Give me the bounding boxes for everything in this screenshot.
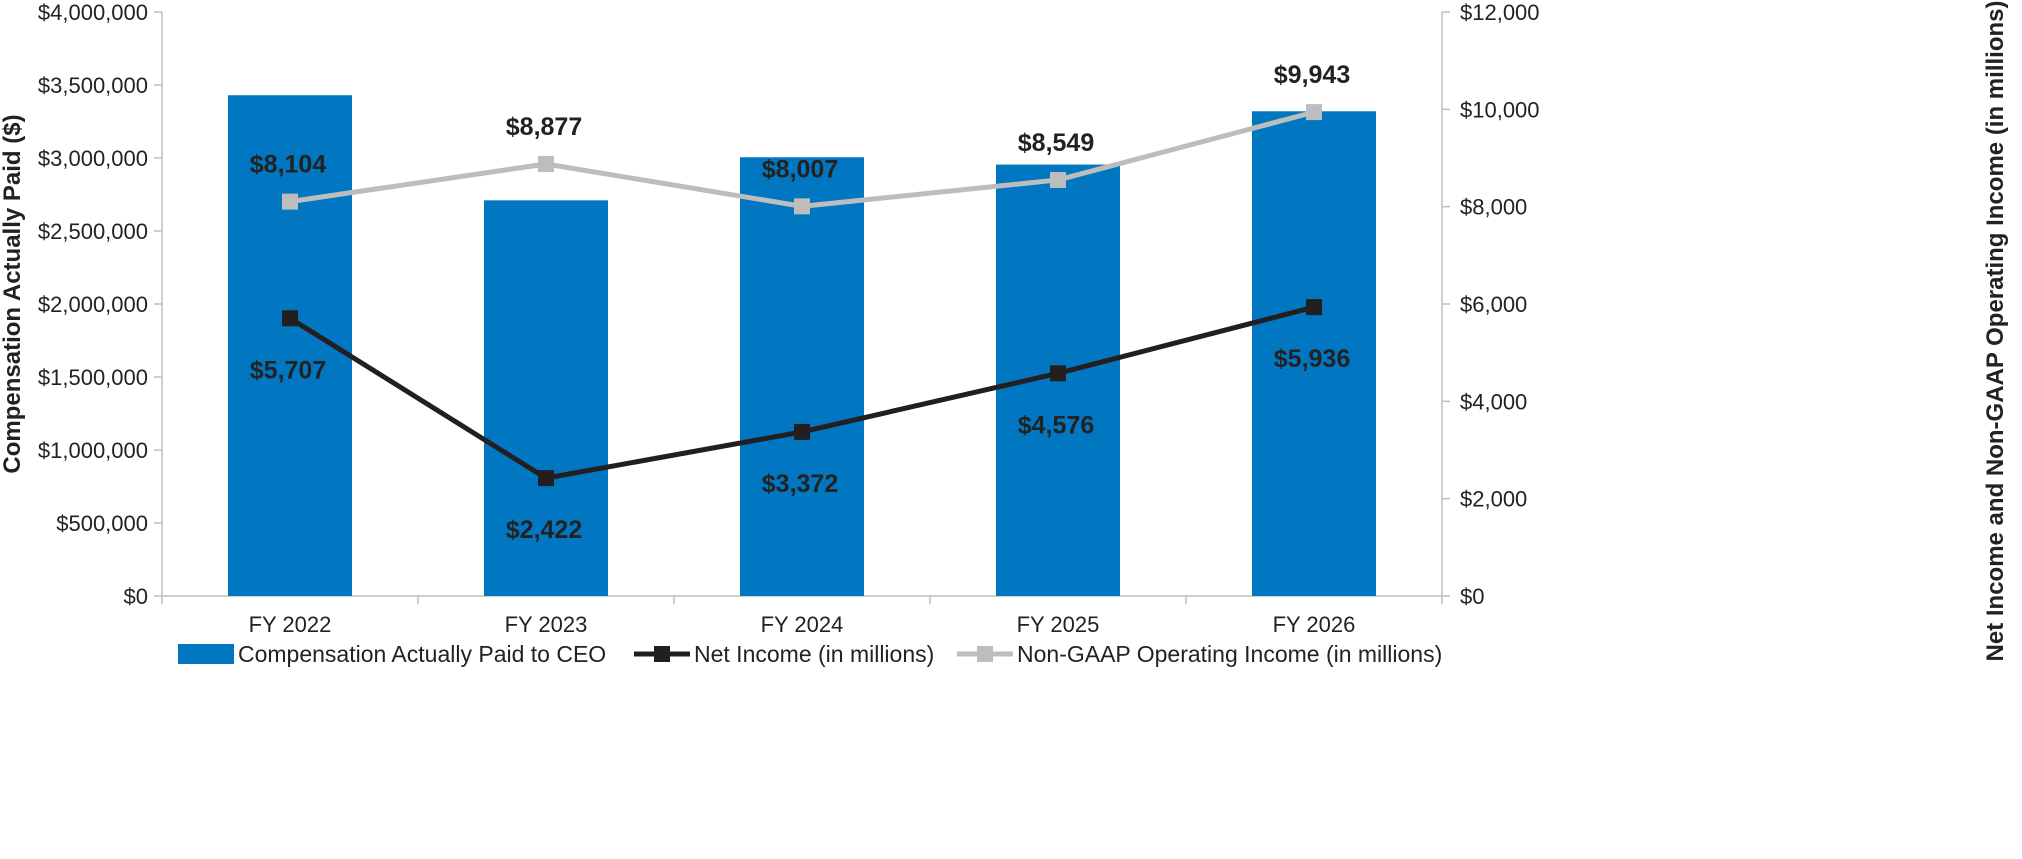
point-net-income xyxy=(1050,365,1066,382)
legend-label-non-gaap: Non-GAAP Operating Income (in millions) xyxy=(1017,641,1442,667)
left-tick-label: $500,000 xyxy=(56,511,148,536)
point-non-gaap-operating-income xyxy=(282,193,298,210)
bar-compensation xyxy=(740,157,864,596)
x-tick-label: FY 2023 xyxy=(505,612,588,637)
point-net-income xyxy=(1306,299,1322,316)
left-tick-label: $1,500,000 xyxy=(38,365,148,390)
x-tick-label: FY 2024 xyxy=(761,612,844,637)
left-tick-label: $2,500,000 xyxy=(38,219,148,244)
x-tick-label: FY 2026 xyxy=(1273,612,1356,637)
left-tick-label: $2,000,000 xyxy=(38,292,148,317)
lines xyxy=(282,104,1322,487)
point-non-gaap-operating-income xyxy=(794,198,810,215)
data-label-net-income: $5,707 xyxy=(250,356,326,384)
point-net-income xyxy=(794,423,810,440)
legend-swatch-compensation xyxy=(178,644,234,664)
data-label-non-gaap-operating-income: $9,943 xyxy=(1274,61,1350,89)
right-tick-label: $0 xyxy=(1460,584,1484,609)
data-labels: $5,707 $2,422 $3,372 $4,576 $5,936 $8,104 $8,8… xyxy=(250,61,1350,544)
left-tick-label: $3,500,000 xyxy=(38,73,148,98)
data-label-non-gaap-operating-income: $8,877 xyxy=(506,113,582,141)
left-tick-label: $3,000,000 xyxy=(38,146,148,171)
legend-marker-net-income xyxy=(654,646,670,662)
point-net-income xyxy=(538,470,554,487)
left-tick-label: $0 xyxy=(124,584,148,609)
data-label-net-income: $4,576 xyxy=(1018,411,1094,439)
right-axis-title: Net Income and Non-GAAP Operating Income… xyxy=(1982,1,2009,662)
left-tick-label: $1,000,000 xyxy=(38,438,148,463)
right-tick-label: $8,000 xyxy=(1460,195,1527,220)
data-label-net-income: $5,936 xyxy=(1274,345,1350,373)
data-label-non-gaap-operating-income: $8,007 xyxy=(762,155,838,183)
legend: Compensation Actually Paid to CEO Net Inc… xyxy=(178,641,1442,667)
right-tick-label: $4,000 xyxy=(1460,389,1527,414)
left-tick-label: $4,000,000 xyxy=(38,0,148,25)
right-tick-label: $12,000 xyxy=(1460,0,1540,25)
data-label-net-income: $2,422 xyxy=(506,516,582,544)
data-label-non-gaap-operating-income: $8,549 xyxy=(1018,129,1094,157)
x-tick-label: FY 2025 xyxy=(1017,612,1100,637)
data-label-net-income: $3,372 xyxy=(762,470,838,498)
legend-label-net-income: Net Income (in millions) xyxy=(694,641,934,667)
point-net-income xyxy=(282,310,298,327)
right-tick-label: $2,000 xyxy=(1460,487,1527,512)
x-tick-label: FY 2022 xyxy=(249,612,332,637)
data-label-non-gaap-operating-income: $8,104 xyxy=(250,151,327,179)
point-non-gaap-operating-income xyxy=(1050,171,1066,188)
right-tick-label: $6,000 xyxy=(1460,292,1527,317)
bar-compensation xyxy=(1252,111,1376,596)
right-tick-label: $10,000 xyxy=(1460,97,1540,122)
point-non-gaap-operating-income xyxy=(1306,104,1322,121)
point-non-gaap-operating-income xyxy=(538,155,554,172)
left-axis-title: Compensation Actually Paid ($) xyxy=(0,114,26,473)
legend-label-compensation: Compensation Actually Paid to CEO xyxy=(238,641,606,667)
axes: $0 $500,000 $1,000,000 $1,500,000 $2,000,000… xyxy=(0,0,2009,661)
bar-compensation xyxy=(484,200,608,596)
legend-marker-non-gaap xyxy=(977,646,993,662)
